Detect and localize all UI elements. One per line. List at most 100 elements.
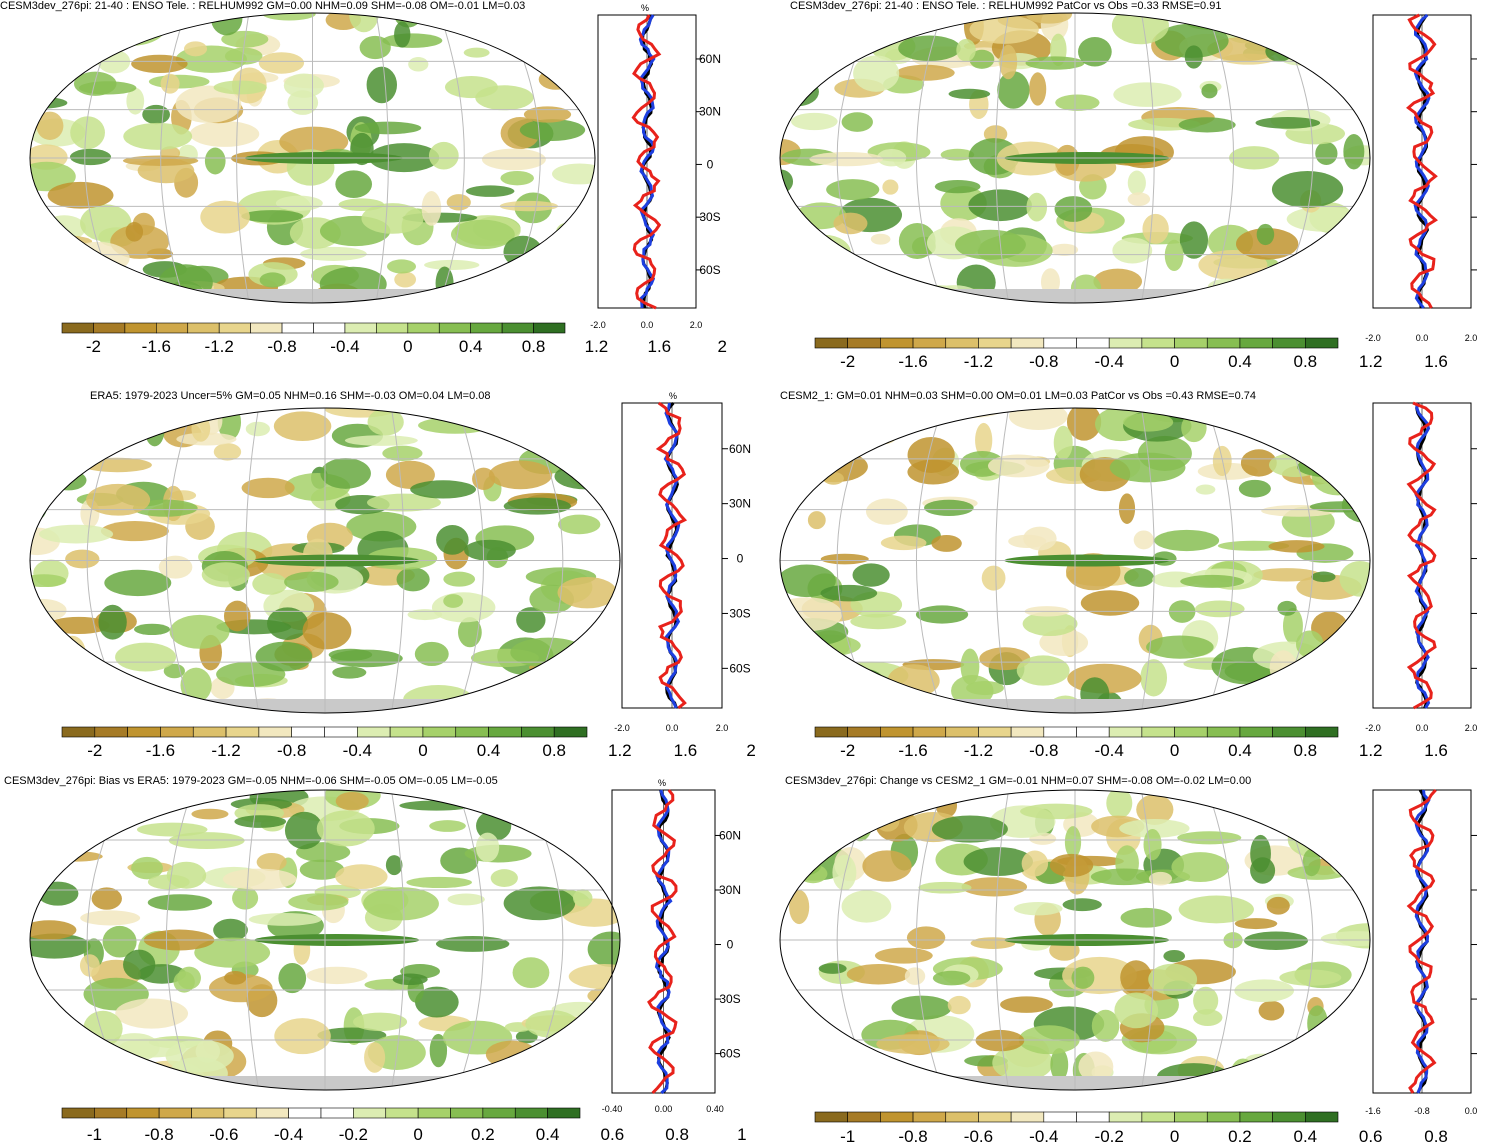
field-patch xyxy=(1119,818,1190,838)
colorbar-cell xyxy=(1206,726,1241,738)
colorbar-label: 0.8 xyxy=(522,337,546,356)
field-patch xyxy=(568,964,620,990)
field-patch xyxy=(1293,269,1359,302)
colorbar-label: -1.2 xyxy=(964,352,993,371)
field-patch xyxy=(1020,803,1093,820)
colorbar-label: -0.4 xyxy=(330,337,359,356)
zonal-profile: % 60N 30N 0 30S 60S -2.0 0.0 2.0 xyxy=(614,391,751,733)
field-patch xyxy=(1343,133,1365,170)
field-patch xyxy=(1295,630,1324,658)
field-patch xyxy=(278,963,307,994)
field-patch xyxy=(1142,213,1169,244)
field-patch xyxy=(70,116,105,150)
field-patch xyxy=(241,477,295,499)
field-patch xyxy=(201,562,250,588)
field-patch xyxy=(475,832,500,863)
field-patch xyxy=(30,43,73,73)
field-patch xyxy=(65,812,105,828)
field-patch xyxy=(55,1040,84,1063)
colorbar: -2-1.6-1.2-0.8-0.400.40.81.21.62 xyxy=(814,337,1448,371)
colorbar-label: 0.4 xyxy=(1228,741,1252,760)
field-patch xyxy=(865,498,908,525)
field-patch xyxy=(566,292,595,303)
field-patch xyxy=(91,887,122,910)
x-tick-label: 0.0 xyxy=(641,320,654,330)
colorbar: -1 -0.8 -0.6 -0.4 -0.2 0 0.2 0.4 0.6 0.8 1 xyxy=(61,1107,747,1144)
colorbar-cell xyxy=(1108,1111,1143,1123)
field-patch xyxy=(366,66,397,104)
field-patch xyxy=(252,572,288,595)
field-patch xyxy=(780,35,795,67)
colorbar-label: -1.6 xyxy=(898,352,927,371)
colorbar-label: -1 xyxy=(840,1127,855,1146)
field-patch xyxy=(934,179,981,194)
field-patch xyxy=(1315,141,1338,166)
colorbar-cell xyxy=(422,726,457,738)
colorbar-cell xyxy=(1305,726,1339,738)
field-patch xyxy=(789,889,810,925)
graticule-line xyxy=(915,790,943,1090)
colorbar-label: -2 xyxy=(86,337,101,356)
field-patch xyxy=(508,1078,571,1090)
colorbar-label: -0.4 xyxy=(1029,1127,1058,1146)
field-patch xyxy=(1320,931,1370,947)
colorbar-cell xyxy=(191,1107,225,1119)
field-patch xyxy=(870,233,891,245)
field-patch xyxy=(1093,268,1143,295)
field-patch xyxy=(363,887,439,921)
graticule-line xyxy=(1207,408,1235,713)
panel-p5: -1 -0.8 -0.6 -0.4 -0.2 0 0.2 0.4 0.6 0.8 1% 60N 30N 0… xyxy=(29,778,747,1144)
field-patch xyxy=(931,815,1008,843)
field-patch xyxy=(30,424,78,461)
field-patch xyxy=(435,266,454,300)
field-patch xyxy=(1310,413,1370,437)
colorbar-cell xyxy=(880,726,914,738)
field-patch xyxy=(975,422,993,458)
field-patch xyxy=(30,96,68,109)
colorbar-cell xyxy=(1272,1111,1306,1123)
field-patch xyxy=(100,521,169,542)
field-patch xyxy=(1255,117,1321,129)
field-patch xyxy=(414,986,459,1018)
zonal-profile: % 60N 30N 0 30S 60S -0.40 0.00 0.40 xyxy=(602,778,741,1114)
field-patch xyxy=(1114,992,1159,1029)
map-border xyxy=(779,789,1371,1091)
field-patch xyxy=(485,1040,538,1069)
field-patch xyxy=(335,170,373,199)
field-patch xyxy=(838,13,891,29)
field-patch xyxy=(361,203,424,234)
field-patch xyxy=(1311,571,1336,583)
x-tick-label: 0.0 xyxy=(1416,333,1429,343)
field-patch xyxy=(475,85,534,111)
colorbar-label: -1.2 xyxy=(211,741,240,760)
field-patch xyxy=(288,893,349,911)
colorbar: -2-1.6-1.2-0.8-0.400.40.81.21.62 xyxy=(814,726,1448,760)
graticule-line xyxy=(457,790,485,1090)
field-patch xyxy=(1344,239,1370,268)
field-patch xyxy=(907,459,959,485)
colorbar-cell xyxy=(847,726,881,738)
field-patch xyxy=(1040,268,1060,296)
colorbar-label: -0.8 xyxy=(144,1125,173,1144)
colorbar-label: -0.4 xyxy=(343,741,372,760)
field-patch xyxy=(274,1018,331,1055)
field-patch xyxy=(1008,534,1047,548)
field-patch xyxy=(496,790,552,816)
field-patch xyxy=(780,1006,804,1033)
x-tick-label: -0.40 xyxy=(602,1104,623,1114)
field-patch xyxy=(887,664,940,698)
field-patch xyxy=(86,483,151,516)
field-patch xyxy=(1113,82,1182,107)
colorbar-cell xyxy=(385,1107,419,1119)
colorbar-cell xyxy=(126,1107,160,1119)
field-patch xyxy=(904,967,926,985)
colorbar-label: 1.2 xyxy=(608,741,632,760)
graticule-line xyxy=(375,13,389,303)
field-patch xyxy=(385,460,435,489)
field-patch xyxy=(69,148,112,166)
field-patch xyxy=(1111,13,1169,45)
field-patch xyxy=(780,823,829,860)
graticule-line xyxy=(165,408,193,713)
colorbar-cell xyxy=(438,322,471,334)
